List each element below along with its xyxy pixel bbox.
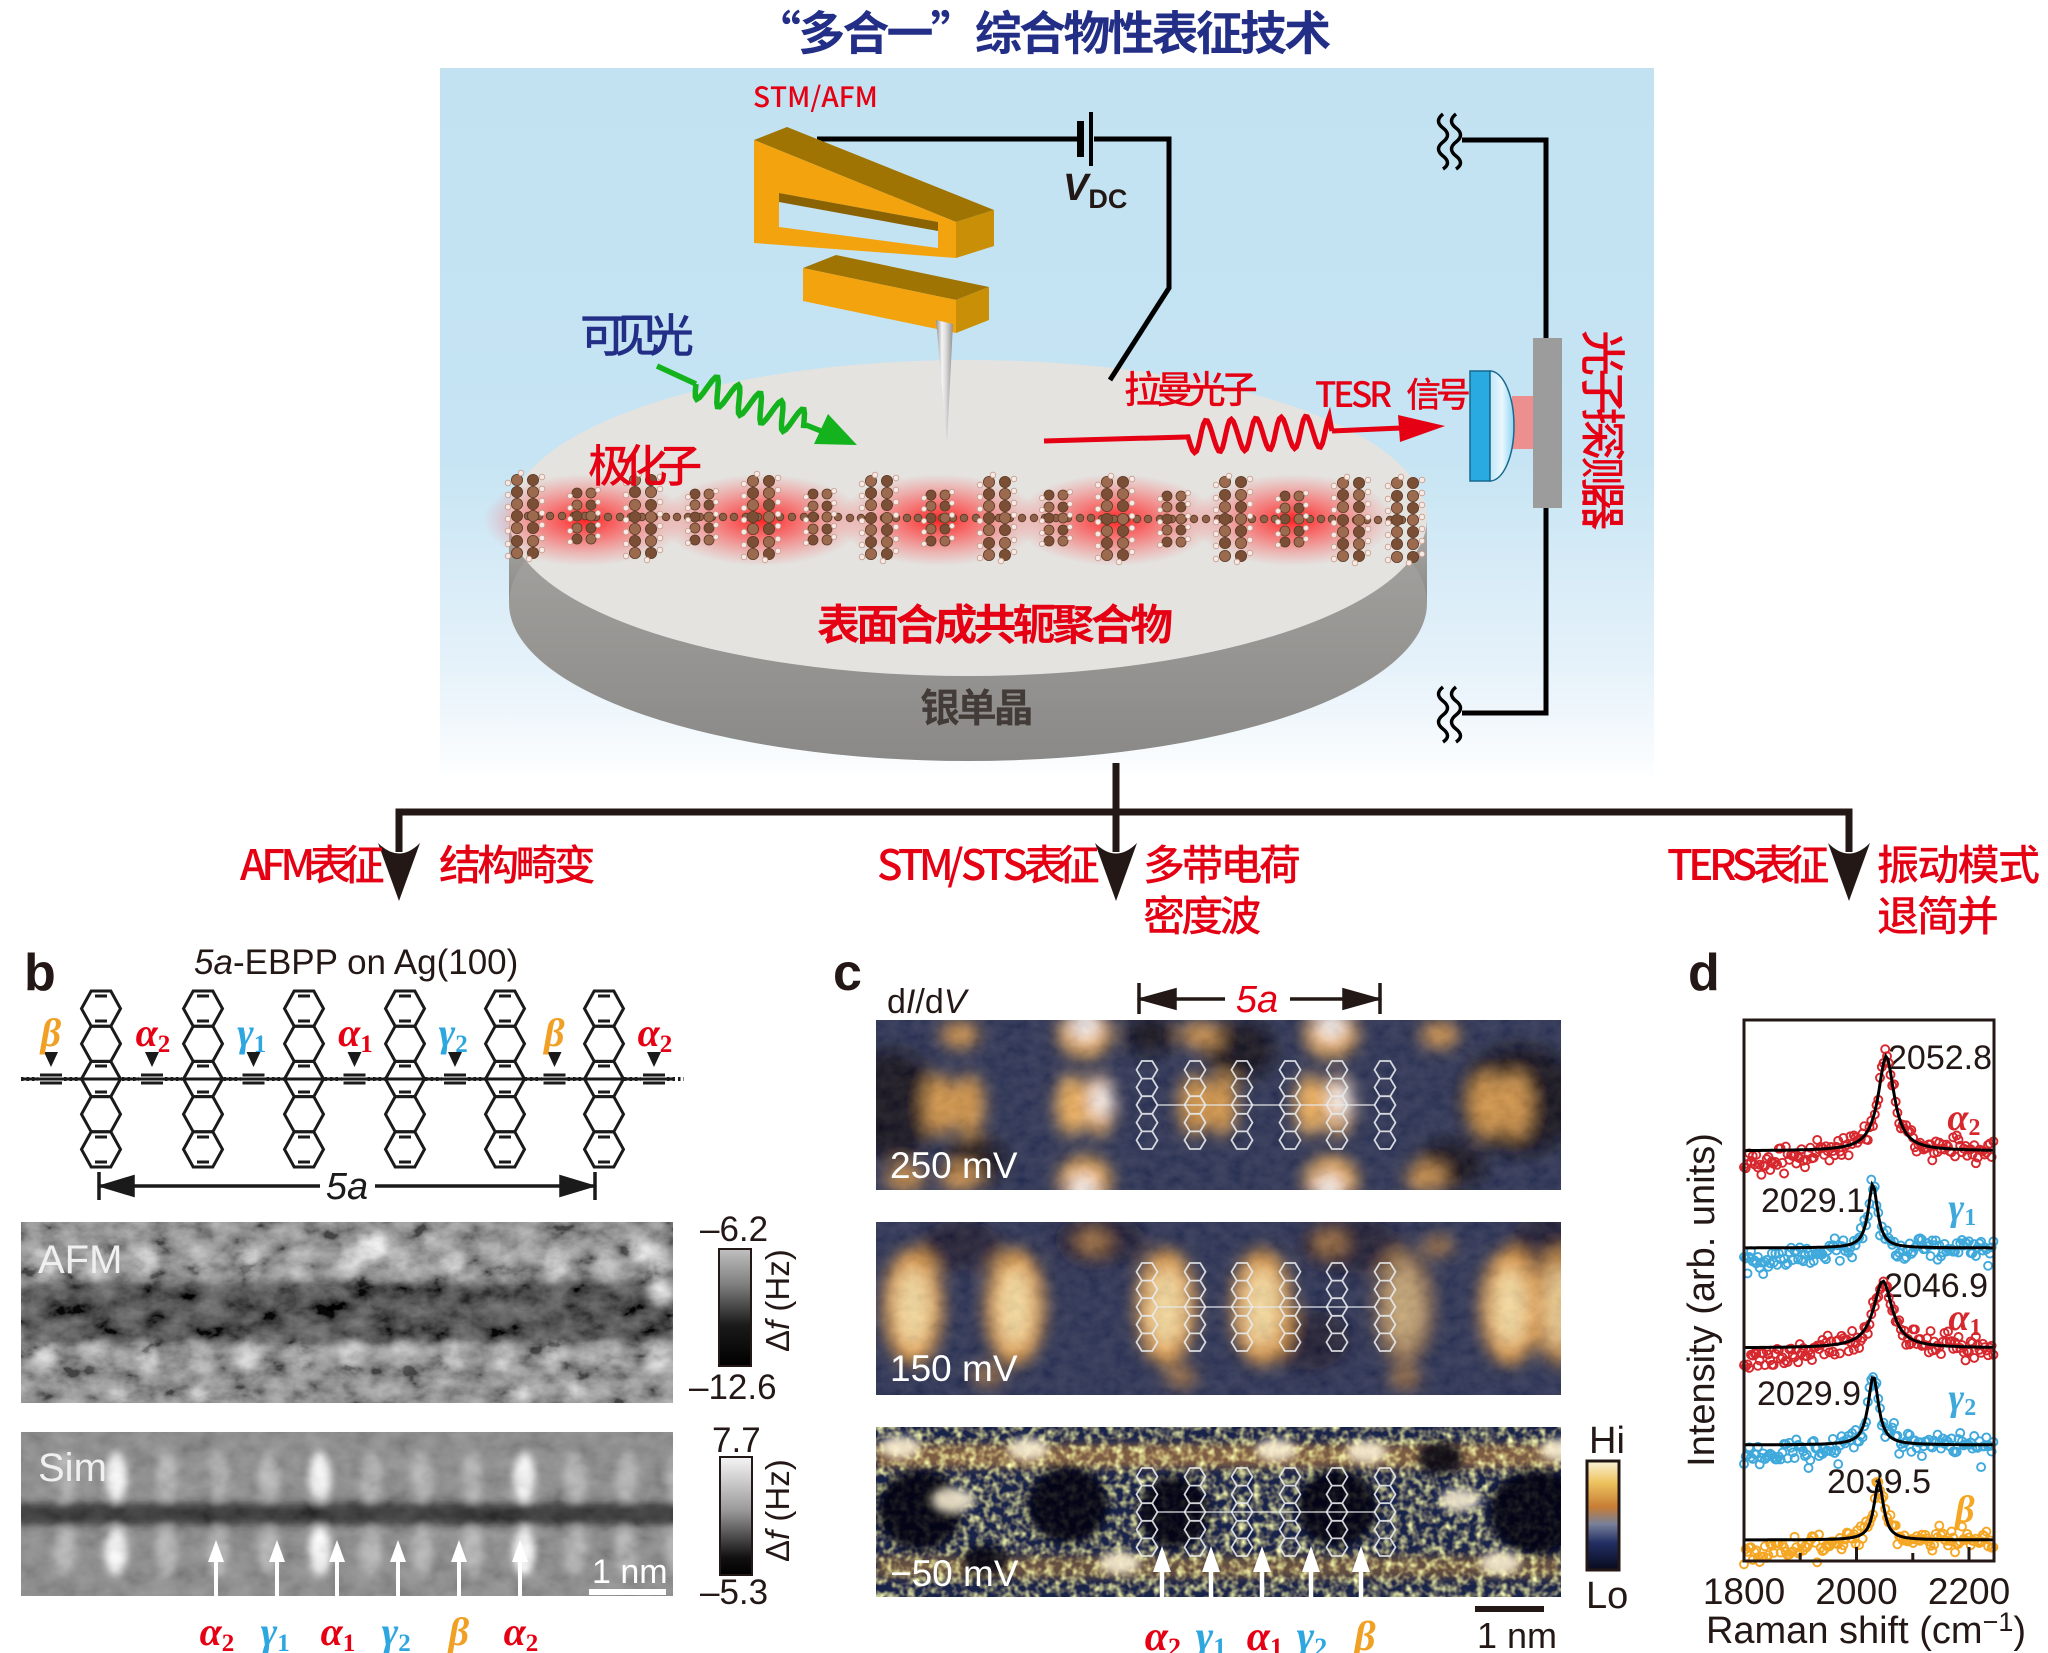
svg-text:γ2: γ2 [382,1609,411,1653]
svg-text:γ2: γ2 [1948,1377,1976,1421]
svg-text:γ2: γ2 [439,1010,468,1058]
svg-text:c: c [833,944,862,1002]
svg-text:7.7: 7.7 [712,1421,761,1460]
svg-text:d: d [1688,944,1720,1002]
svg-text:5a: 5a [1236,979,1278,1021]
svg-text:α2: α2 [638,1010,673,1058]
svg-text:β: β [447,1609,470,1653]
svg-text:α2: α2 [1145,1614,1181,1653]
svg-text:γ1: γ1 [237,1010,266,1058]
svg-text:2046.9: 2046.9 [1884,1267,1988,1305]
svg-text:5a: 5a [326,1166,368,1208]
svg-text:Intensity (arb. units): Intensity (arb. units) [1681,1133,1723,1467]
svg-text:1 nm: 1 nm [1477,1615,1557,1653]
svg-text:2029.9: 2029.9 [1757,1375,1861,1413]
svg-text:5a-EBPP on Ag(100): 5a-EBPP on Ag(100) [194,943,518,982]
svg-text:AFM: AFM [38,1238,122,1282]
svg-text:α1: α1 [321,1609,356,1653]
svg-text:–5.3: –5.3 [700,1573,768,1612]
svg-text:α2: α2 [504,1609,539,1653]
svg-text:−50 mV: −50 mV [890,1553,1019,1594]
svg-text:–12.6: –12.6 [689,1368,777,1407]
svg-text:β: β [542,1010,565,1055]
svg-text:α2: α2 [200,1609,235,1653]
svg-text:β: β [39,1010,62,1055]
svg-text:α1: α1 [1247,1614,1283,1653]
svg-text:β: β [1352,1614,1376,1653]
svg-text:2000: 2000 [1815,1571,1897,1612]
svg-text:150 mV: 150 mV [890,1348,1018,1389]
svg-text:2029.1: 2029.1 [1761,1182,1865,1220]
svg-text:250 mV: 250 mV [890,1145,1018,1186]
svg-text:Δf (Hz): Δf (Hz) [759,1249,796,1352]
svg-text:Sim.: Sim. [38,1446,118,1490]
svg-text:α1: α1 [338,1010,373,1058]
svg-text:γ1: γ1 [1948,1187,1976,1231]
svg-text:Δf (Hz): Δf (Hz) [759,1459,796,1562]
svg-text:γ2: γ2 [1297,1614,1327,1653]
svg-text:VDC: VDC [1063,167,1127,214]
svg-text:Raman shift (cm−1): Raman shift (cm−1) [1706,1607,2026,1652]
svg-text:2052.8: 2052.8 [1888,1039,1992,1077]
svg-text:2200: 2200 [1928,1571,2010,1612]
svg-text:1 nm: 1 nm [592,1553,668,1591]
svg-text:b: b [24,944,56,1002]
svg-text:Hi: Hi [1589,1420,1625,1462]
svg-text:dI/dV: dI/dV [887,983,970,1021]
svg-text:γ1: γ1 [261,1609,290,1653]
svg-text:–6.2: –6.2 [700,1210,768,1249]
svg-text:β: β [1953,1489,1975,1531]
svg-text:Lo: Lo [1586,1575,1628,1617]
svg-text:1800: 1800 [1703,1571,1785,1612]
svg-text:α2: α2 [136,1010,171,1058]
svg-text:γ1: γ1 [1196,1614,1226,1653]
